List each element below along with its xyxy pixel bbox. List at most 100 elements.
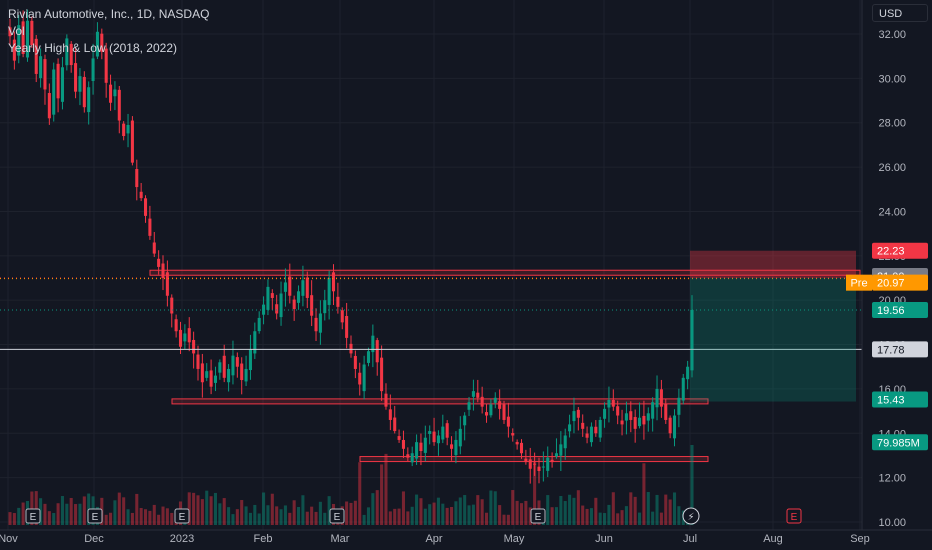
candle-body	[248, 348, 252, 371]
price-tag-value: 22.23	[877, 246, 905, 258]
volume-bar	[572, 497, 576, 525]
candle-body	[91, 58, 95, 82]
earnings-marker[interactable]: E	[25, 508, 41, 524]
volume-bar	[672, 492, 677, 525]
price-tick-label: 26.00	[878, 162, 906, 174]
candle-body	[576, 409, 580, 418]
volume-bar	[240, 500, 244, 525]
volume-bar	[74, 504, 78, 525]
candle-body	[122, 123, 126, 137]
volume-bar	[301, 495, 305, 525]
volume-bar	[419, 498, 423, 525]
candle-body	[104, 48, 108, 83]
volume-bar	[388, 511, 392, 525]
candle-body	[82, 76, 86, 108]
candle-body	[406, 454, 410, 458]
candle-body	[366, 351, 371, 363]
volume-bar	[69, 497, 73, 525]
volume-bar	[248, 512, 252, 525]
volume-bar	[568, 494, 572, 525]
candle-body	[209, 370, 213, 387]
support-resistance-zone[interactable]	[149, 269, 861, 276]
volume-bar	[445, 507, 449, 525]
candle-body	[60, 67, 64, 102]
volume-bar	[624, 506, 628, 525]
candle-body	[74, 63, 78, 92]
volume-legend[interactable]: Vol	[8, 24, 25, 38]
candle-body	[336, 296, 340, 307]
candlesticks	[8, 9, 694, 484]
volume-bar	[480, 499, 484, 525]
candle-body	[484, 412, 489, 416]
volume-bar	[638, 512, 642, 525]
volume-bar	[380, 464, 384, 525]
candle-body	[113, 89, 117, 97]
candle-body	[52, 69, 56, 115]
volume-bar	[165, 508, 169, 525]
candle-body	[380, 357, 384, 392]
volume-bar	[262, 492, 266, 525]
volume-bar	[384, 453, 388, 525]
earnings-marker[interactable]: E	[329, 508, 345, 524]
earnings-marker[interactable]: E	[87, 508, 103, 524]
time-tick-label: Nov	[0, 533, 18, 545]
candle-body	[611, 399, 615, 407]
time-tick-label: Aug	[763, 533, 783, 545]
long-position-tool[interactable]	[690, 250, 856, 402]
horizontal-levels	[0, 277, 862, 350]
support-resistance-zone[interactable]	[171, 398, 709, 405]
candle-body	[388, 409, 392, 420]
currency-selector[interactable]: USD	[872, 4, 928, 22]
candle-body	[345, 316, 349, 338]
candle-body	[109, 84, 113, 103]
candle-body	[340, 310, 344, 323]
price-tag-box	[872, 391, 928, 408]
volume-bar	[266, 505, 270, 525]
volume-bar	[511, 490, 515, 525]
candle-body	[445, 423, 449, 438]
target-zone[interactable]	[690, 278, 856, 402]
dividend-marker[interactable]: ⚡	[682, 507, 700, 525]
support-resistance-zone[interactable]	[359, 456, 709, 463]
candle-body	[375, 340, 379, 363]
earnings-marker-label: E	[30, 512, 37, 523]
volume-bar	[642, 463, 646, 525]
candle-body	[384, 393, 388, 407]
candle-body	[598, 419, 602, 438]
price-tick-label: 24.00	[878, 206, 906, 218]
candle-body	[174, 319, 178, 332]
stop-zone[interactable]	[690, 250, 856, 278]
indicator-legend[interactable]: Yearly High & Low (2018, 2022)	[8, 41, 177, 55]
candle-body	[178, 329, 183, 347]
candle-body	[550, 459, 554, 463]
earnings-marker[interactable]: E	[174, 508, 190, 524]
candle-body	[686, 366, 690, 380]
volume-bar	[196, 495, 200, 525]
volume-bar	[410, 506, 414, 525]
earnings-marker[interactable]: E	[530, 508, 546, 524]
volume-bar	[524, 500, 528, 525]
time-axis[interactable]: Nov Dec 2023 Feb Mar Apr May Jun Jul Aug Sep	[0, 529, 932, 545]
volume-bar	[668, 499, 672, 525]
candle-body	[130, 120, 134, 163]
candle-body	[515, 441, 519, 445]
candle-body	[506, 416, 510, 427]
symbol-title[interactable]: Rivian Automotive, Inc., 1D, NASDAQ	[8, 7, 210, 21]
candle-body	[546, 457, 550, 471]
candle-body	[585, 433, 589, 438]
candle-body	[581, 422, 585, 429]
volume-bar	[135, 493, 139, 525]
candle-body	[318, 313, 322, 333]
candle-body	[428, 431, 432, 434]
candle-body	[353, 355, 357, 369]
event-markers[interactable]: E E E E E E ⚡	[25, 507, 802, 525]
candle-body	[362, 364, 366, 392]
time-tick-label: May	[504, 533, 525, 545]
volume-bar	[60, 496, 64, 525]
candle-body	[187, 328, 191, 343]
price-tag: 15.43	[872, 391, 928, 408]
volume-bar	[122, 497, 126, 525]
volume-bar	[192, 492, 196, 525]
earnings-marker-future[interactable]: E	[786, 508, 802, 524]
